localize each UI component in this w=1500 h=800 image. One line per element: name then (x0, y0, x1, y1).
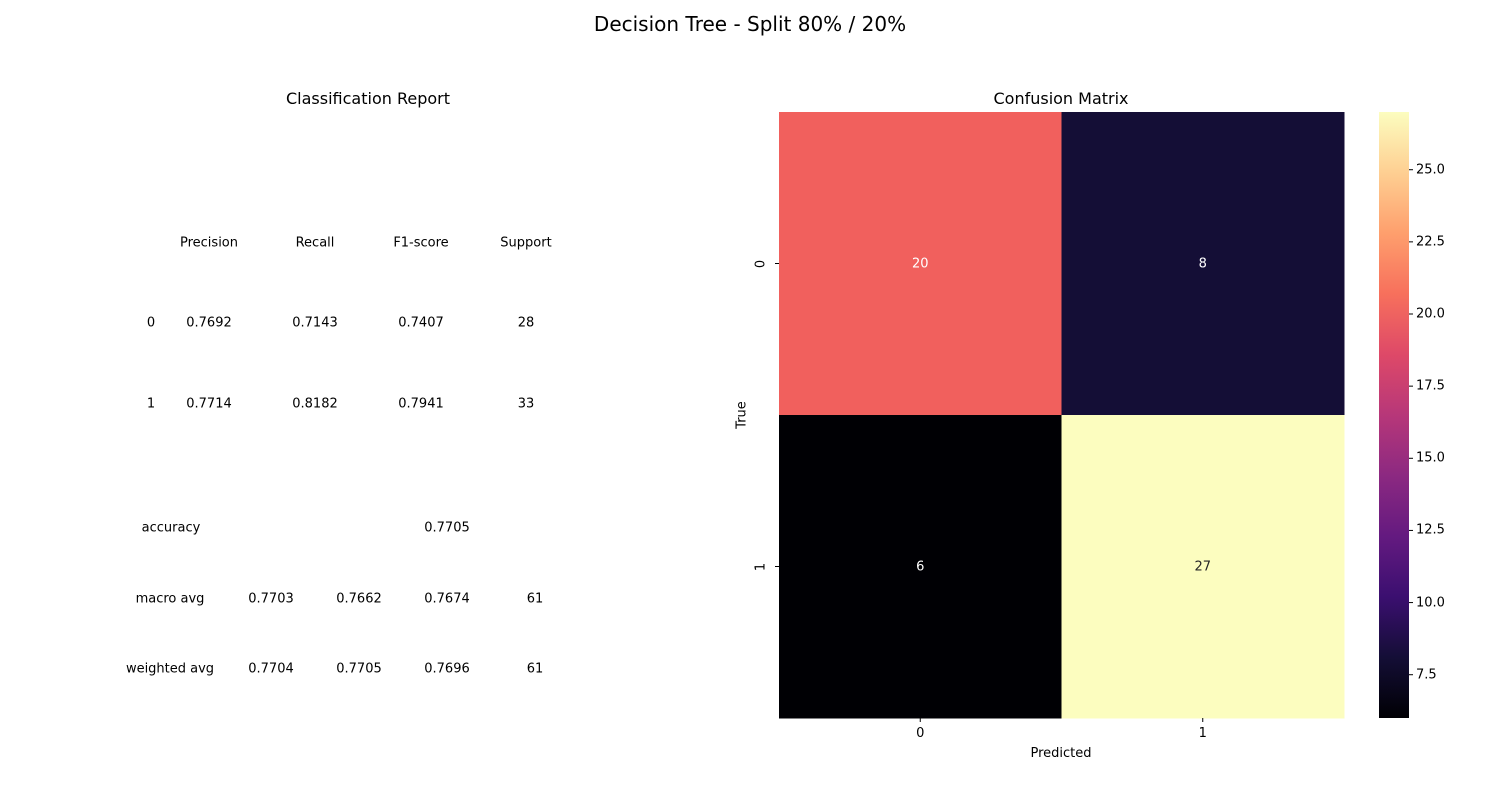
report-cell: 0.7705 (336, 661, 382, 677)
colorbar-tick-label: 15.0 (1416, 450, 1445, 466)
report-cell: 0.7714 (186, 396, 232, 412)
report-cell: 0.7143 (292, 315, 338, 331)
heatmap-cell (1061, 415, 1345, 719)
report-accuracy-value: 0.7705 (424, 520, 470, 536)
report-row-label: 1 (146, 396, 156, 412)
report-cell: 0.7696 (424, 661, 470, 677)
report-header-precision: Precision (179, 235, 239, 251)
heatmap-annotation: 8 (1198, 256, 1207, 271)
report-cell: 0.7662 (336, 591, 382, 607)
report-cell: 0.7407 (398, 315, 444, 331)
report-cell: 0.7674 (424, 591, 470, 607)
report-cell: 0.7692 (186, 315, 232, 331)
report-cell: 0.8182 (292, 396, 338, 412)
colorbar-tick-label: 12.5 (1416, 522, 1445, 538)
colorbar (1379, 112, 1409, 718)
heatmap-annotation: 27 (1194, 559, 1212, 574)
report-cell: 28 (517, 315, 535, 331)
report-row-label: macro avg (135, 591, 205, 607)
colorbar-tick-label: 17.5 (1416, 378, 1445, 394)
x-tick-label: 0 (916, 726, 925, 741)
heatmap-cell (1061, 112, 1345, 416)
report-row-label: weighted avg (125, 661, 215, 677)
heatmap-cell (779, 112, 1062, 416)
report-row-label: 0 (146, 315, 156, 331)
heatmap-annotation: 6 (916, 559, 925, 574)
x-axis-label: Predicted (1030, 746, 1092, 761)
heatmap-annotation: 20 (911, 256, 929, 271)
report-header-support: Support (500, 235, 552, 251)
colorbar-tick-label: 7.5 (1416, 667, 1437, 683)
colorbar-tick-label: 25.0 (1416, 162, 1445, 178)
report-cell: 0.7704 (248, 661, 294, 677)
report-accuracy-label: accuracy (141, 520, 201, 536)
report-cell: 33 (517, 396, 535, 412)
report-cell: 0.7703 (248, 591, 294, 607)
report-header-f1: F1-score (393, 235, 449, 251)
report-title: Classification Report (286, 89, 450, 108)
figure-title: Decision Tree - Split 80% / 20% (593, 12, 907, 36)
colorbar-tick-label: 22.5 (1416, 234, 1445, 250)
y-axis-label: True (734, 401, 750, 429)
report-cell: 61 (526, 661, 544, 677)
y-tick-label: 0 (753, 259, 769, 268)
confusion-matrix-title: Confusion Matrix (993, 89, 1129, 108)
report-cell: 0.7941 (398, 396, 444, 412)
report-header-recall: Recall (295, 235, 335, 251)
colorbar-tick-label: 20.0 (1416, 306, 1445, 322)
report-cell: 61 (526, 591, 544, 607)
heatmap-cell (779, 415, 1062, 719)
y-tick-label: 1 (753, 562, 769, 571)
colorbar-tick-label: 10.0 (1416, 595, 1445, 611)
x-tick-label: 1 (1198, 726, 1207, 741)
